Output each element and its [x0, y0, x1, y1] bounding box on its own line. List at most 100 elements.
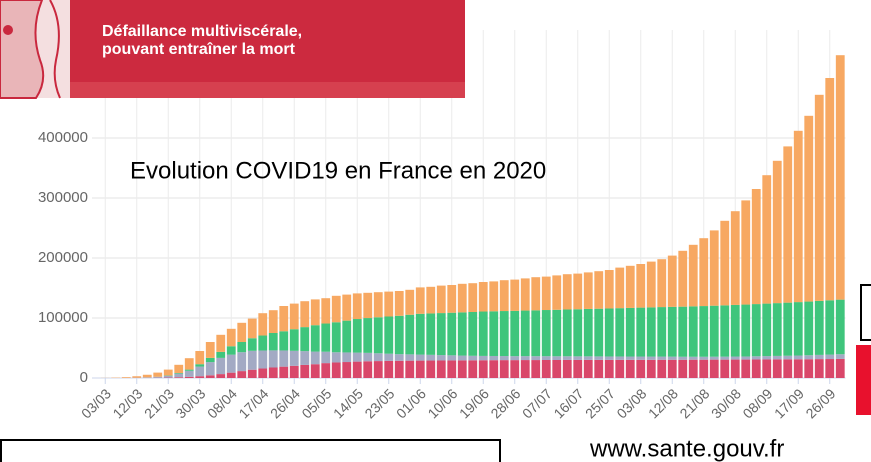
x-tick-label: 21/08	[676, 385, 712, 421]
bar-segment	[489, 356, 498, 360]
x-tick-label: 21/03	[141, 385, 177, 421]
bar-segment	[521, 360, 530, 378]
bar-segment	[668, 357, 677, 360]
bar-segment	[447, 360, 456, 378]
bar-segment	[374, 353, 383, 361]
x-tick-label: 12/08	[645, 385, 681, 421]
bar-segment	[678, 251, 687, 307]
bar-segment	[804, 355, 813, 359]
x-tick-label: 12/03	[109, 385, 145, 421]
bar-segment	[563, 356, 572, 360]
bar-segment	[752, 360, 761, 378]
bar-segment	[825, 78, 834, 300]
bar-segment	[510, 356, 519, 360]
bar-segment	[479, 312, 488, 356]
bar-segment	[363, 353, 372, 361]
bar-segment	[489, 311, 498, 356]
bar-segment	[563, 274, 572, 309]
bar-segment	[531, 356, 540, 360]
bar-segment	[363, 293, 372, 318]
bar-segment	[710, 360, 719, 378]
bar-segment	[489, 281, 498, 311]
bar-segment	[437, 360, 446, 378]
bar-segment	[279, 367, 288, 378]
bar-segment	[374, 292, 383, 317]
bar-segment	[584, 272, 593, 309]
bar-segment	[269, 310, 278, 333]
bar-segment	[384, 354, 393, 361]
bar-segment	[185, 358, 194, 369]
bar-segment	[542, 360, 551, 378]
bar-segment	[836, 354, 845, 359]
bar-segment	[153, 377, 162, 378]
bar-segment	[405, 290, 414, 315]
bar-segment	[552, 360, 561, 378]
bar-segment	[227, 329, 236, 346]
bar-segment	[584, 360, 593, 378]
bar-segment	[321, 324, 330, 352]
bar-segment	[416, 355, 425, 361]
x-tick-label: 17/04	[235, 385, 271, 421]
bar-segment	[311, 364, 320, 378]
bar-segment	[542, 277, 551, 310]
bar-segment	[815, 355, 824, 359]
bar-segment	[143, 375, 152, 378]
y-tick-label: 0	[80, 369, 88, 386]
x-tick-label: 05/05	[298, 385, 334, 421]
bar-segment	[363, 361, 372, 378]
bar-segment	[815, 95, 824, 301]
bar-segment	[468, 312, 477, 356]
side-box	[861, 285, 871, 340]
bar-segment	[741, 305, 750, 357]
bar-segment	[216, 358, 225, 374]
bar-segment	[752, 356, 761, 359]
bar-segment	[699, 360, 708, 378]
bar-segment	[647, 357, 656, 360]
bar-segment	[731, 360, 740, 378]
bar-segment	[668, 307, 677, 357]
bar-segment	[248, 370, 257, 378]
bar-segment	[279, 306, 288, 331]
bar-segment	[206, 362, 215, 375]
bar-segment	[290, 329, 299, 351]
bar-segment	[794, 356, 803, 360]
bar-segment	[741, 356, 750, 359]
bar-segment	[804, 302, 813, 356]
bar-segment	[489, 360, 498, 378]
bar-segment	[269, 350, 278, 367]
bar-segment	[479, 360, 488, 378]
bar-segment	[573, 356, 582, 360]
bar-segment	[794, 359, 803, 378]
bar-segment	[531, 277, 540, 310]
bar-segment	[647, 360, 656, 378]
bar-segment	[416, 314, 425, 355]
bar-segment	[720, 305, 729, 356]
bar-segment	[720, 357, 729, 360]
bar-segment	[584, 309, 593, 356]
bar-segment	[447, 285, 456, 313]
bar-segment	[353, 293, 362, 319]
bar-segment	[258, 313, 267, 335]
bar-segment	[731, 211, 740, 305]
bar-segment	[342, 352, 351, 362]
bar-segment	[657, 357, 666, 360]
bar-segment	[636, 360, 645, 378]
x-tick-label: 03/03	[78, 385, 114, 421]
bar-segment	[185, 370, 194, 371]
bar-segment	[615, 356, 624, 359]
bar-segment	[762, 175, 771, 303]
bar-segment	[174, 373, 183, 374]
y-tick-label: 400000	[38, 129, 88, 146]
bar-segment	[710, 357, 719, 360]
bar-segment	[731, 305, 740, 357]
bar-segment	[300, 365, 309, 378]
bar-segment	[773, 359, 782, 378]
side-block	[856, 345, 871, 415]
bar-segment	[195, 351, 204, 364]
bar-segment	[615, 308, 624, 356]
x-tick-label: 30/08	[708, 385, 744, 421]
bar-segment	[521, 356, 530, 360]
bar-segment	[500, 356, 509, 360]
bar-segment	[426, 287, 435, 314]
bar-segment	[332, 362, 341, 378]
